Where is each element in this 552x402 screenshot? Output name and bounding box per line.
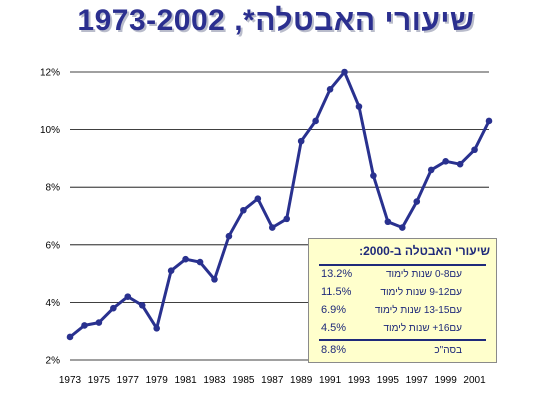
data-point [110, 304, 117, 312]
y-tick-labels: 2% 4% 6% 8% 10% 12% [40, 68, 60, 367]
data-point [124, 293, 132, 300]
legend-row-value: 11.5% [321, 286, 352, 298]
x-tick-label: 2001 [463, 375, 486, 386]
legend-total-value: 8.8% [321, 344, 347, 356]
data-point [370, 172, 377, 179]
x-tick-label: 1985 [232, 375, 255, 386]
x-tick-labels: 1973 1975 1977 1979 1981 1983 1985 1987 1989 1991… [59, 375, 486, 386]
data-point [427, 166, 435, 174]
legend-row: עם16+ שנות לימוד 4.5% [319, 322, 486, 338]
data-point [341, 68, 348, 76]
data-point [254, 195, 262, 203]
x-tick-label: 1991 [319, 375, 342, 386]
x-tick-label: 1979 [146, 375, 169, 386]
legend-row: עם0-8 שנות לימוד 13.2% [319, 268, 486, 284]
y-tick-label: 4% [46, 298, 61, 309]
y-tick-label: 12% [40, 68, 60, 79]
data-point [211, 276, 218, 283]
legend-top-rule [319, 264, 486, 266]
legend-total-label: בסה"כ [434, 345, 462, 356]
data-point [413, 198, 421, 205]
data-points [66, 68, 493, 341]
legend-row-label: עם16+ שנות לימוד [383, 323, 462, 334]
data-point [442, 157, 449, 165]
data-point [225, 232, 233, 240]
chart-title: שיעורי האבטלה*, 1973-2002 [77, 4, 475, 37]
legend-row-label: עם13-15 שנות לימוד [374, 305, 462, 316]
x-tick-label: 1999 [435, 375, 458, 386]
data-point [268, 224, 276, 231]
data-point [138, 301, 146, 309]
y-tick-label: 6% [46, 240, 61, 251]
data-point [384, 218, 392, 226]
legend-row: עם9-12 שנות לימוד 11.5% [319, 286, 486, 302]
y-tick-label: 10% [40, 125, 60, 136]
legend-row: עם13-15 שנות לימוד 6.9% [319, 304, 486, 320]
x-tick-label: 1981 [174, 375, 197, 386]
data-point [297, 137, 305, 145]
data-point [182, 255, 189, 263]
x-tick-label: 1983 [203, 375, 226, 386]
data-point [326, 85, 334, 93]
legend-total-row: בסה"כ 8.8% [319, 344, 486, 360]
legend-row-value: 6.9% [321, 304, 347, 316]
x-tick-label: 1997 [406, 375, 429, 386]
data-point [399, 224, 406, 231]
legend-row-value: 13.2% [321, 268, 353, 280]
data-point [167, 267, 175, 275]
data-point [283, 215, 291, 223]
x-tick-label: 1989 [290, 375, 313, 386]
data-point [485, 117, 493, 125]
data-point [196, 258, 204, 266]
data-point [240, 206, 247, 214]
legend-row-value: 4.5% [321, 322, 347, 334]
data-point [312, 117, 319, 125]
data-point [471, 146, 478, 154]
data-point [66, 333, 74, 341]
data-point [81, 322, 88, 329]
legend-box: שיעורי האבטלה ב-2000: עם0-8 שנות לימוד 1… [308, 238, 497, 363]
legend-title: שיעורי האבטלה ב-2000: [359, 244, 490, 258]
x-tick-label: 1987 [261, 375, 284, 386]
x-tick-label: 1975 [88, 375, 111, 386]
legend-row-label: עם0-8 שנות לימוד [385, 269, 462, 280]
legend-bottom-rule [319, 339, 486, 341]
data-point [355, 103, 363, 110]
y-tick-label: 8% [46, 183, 61, 194]
x-tick-label: 1995 [377, 375, 400, 386]
data-point [456, 160, 464, 168]
x-tick-label: 1973 [59, 375, 82, 386]
legend-row-label: עם9-12 שנות לימוד [380, 287, 462, 298]
chart-title-wrap: שיעורי האבטלה*, 1973-2002 [0, 4, 552, 38]
data-point [153, 325, 160, 332]
x-tick-label: 1977 [117, 375, 140, 386]
y-tick-label: 2% [46, 356, 61, 367]
x-tick-label: 1993 [348, 375, 371, 386]
data-point [95, 319, 103, 326]
